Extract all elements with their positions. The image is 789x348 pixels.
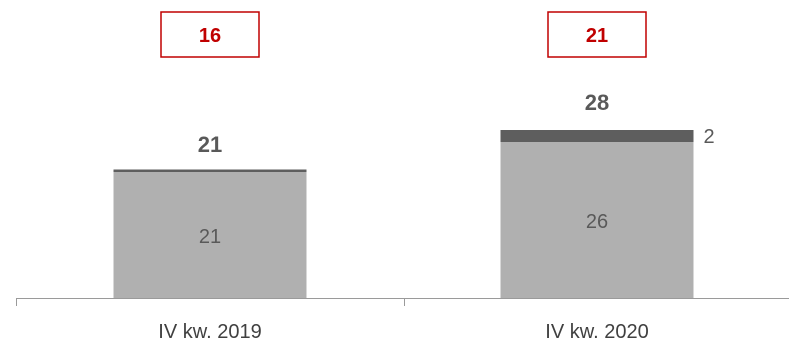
total-label-2: 28: [585, 90, 609, 115]
segment-label-1-1: 21: [199, 226, 221, 248]
category-label-1: IV kw. 2019: [158, 321, 261, 343]
boxed-value-frame-2: [547, 11, 647, 58]
category-label-2: IV kw. 2020: [545, 321, 648, 343]
boxed-value-frame-1: [160, 11, 260, 58]
boxed-value-2: 21: [586, 25, 608, 47]
bar-top-2: [500, 130, 694, 142]
x-axis: IV kw. 2019 IV kw. 2020: [16, 298, 789, 343]
bar-base-1: [113, 172, 307, 298]
bars-layer: [113, 130, 694, 298]
boxed-value-1: 16: [199, 25, 221, 47]
labels-layer: 21 21 16 26 2 28 21: [160, 11, 715, 248]
total-label-1: 21: [198, 132, 222, 157]
bar-base-2: [500, 142, 694, 298]
segment-label-2-2: 2: [704, 126, 715, 148]
segment-label-1-2: 26: [586, 211, 608, 233]
bar-top-1: [113, 169, 307, 172]
